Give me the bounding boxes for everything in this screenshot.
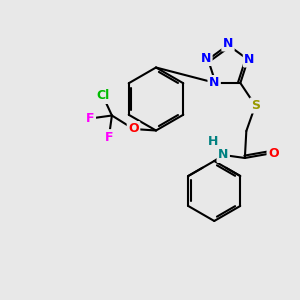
Text: Cl: Cl — [96, 89, 110, 103]
Text: N: N — [223, 37, 233, 50]
Text: N: N — [244, 53, 255, 66]
Text: F: F — [86, 112, 94, 125]
Text: H: H — [208, 135, 218, 148]
Text: F: F — [105, 130, 113, 144]
Text: O: O — [128, 122, 139, 136]
Text: O: O — [268, 147, 279, 160]
Text: N: N — [209, 76, 219, 89]
Text: S: S — [251, 99, 260, 112]
Text: N: N — [218, 148, 228, 161]
Text: N: N — [201, 52, 211, 64]
